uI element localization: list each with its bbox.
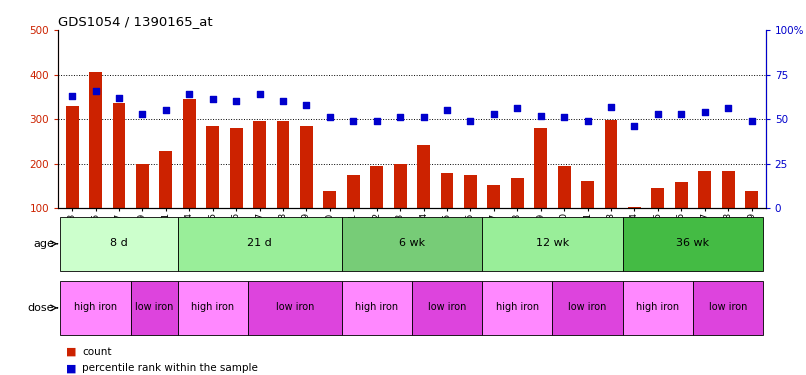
Bar <box>370 166 383 253</box>
Bar <box>534 128 547 253</box>
Bar <box>60 281 131 334</box>
Text: high iron: high iron <box>637 302 679 312</box>
Point <box>746 118 758 124</box>
Text: age: age <box>33 239 54 249</box>
Point <box>464 118 477 124</box>
Text: ■: ■ <box>66 347 77 357</box>
Point <box>230 98 243 104</box>
Bar <box>721 171 734 253</box>
Bar <box>113 104 126 253</box>
Text: high iron: high iron <box>496 302 539 312</box>
Bar <box>276 121 289 253</box>
Bar <box>651 188 664 253</box>
Point <box>323 114 336 120</box>
Text: 8 d: 8 d <box>110 237 128 248</box>
Bar <box>581 182 594 253</box>
Bar <box>482 281 552 334</box>
Point <box>511 105 524 111</box>
Point <box>721 105 734 111</box>
Bar <box>347 175 359 253</box>
Bar <box>628 207 641 253</box>
Bar <box>698 171 711 253</box>
Bar <box>206 126 219 253</box>
Text: high iron: high iron <box>74 302 117 312</box>
Bar <box>623 281 693 334</box>
Bar <box>183 99 196 253</box>
Point <box>160 107 172 113</box>
Bar <box>441 172 454 253</box>
Bar <box>746 191 758 253</box>
Point <box>253 91 266 97</box>
Point <box>488 111 501 117</box>
Text: dose: dose <box>27 303 54 313</box>
Text: 36 wk: 36 wk <box>676 237 709 248</box>
Bar <box>160 151 172 253</box>
Point <box>675 111 688 117</box>
Point <box>113 95 126 101</box>
Point <box>418 114 430 120</box>
Text: low iron: low iron <box>135 302 173 312</box>
Bar <box>136 165 149 253</box>
Text: high iron: high iron <box>191 302 235 312</box>
Text: GDS1054 / 1390165_at: GDS1054 / 1390165_at <box>58 15 213 28</box>
Bar <box>675 182 688 253</box>
Point <box>370 118 383 124</box>
Bar <box>482 217 623 271</box>
Point <box>347 118 359 124</box>
Point <box>300 102 313 108</box>
Point <box>651 111 664 117</box>
Bar <box>247 281 342 334</box>
Text: 6 wk: 6 wk <box>399 237 425 248</box>
Text: percentile rank within the sample: percentile rank within the sample <box>82 363 258 373</box>
Text: ■: ■ <box>66 363 77 373</box>
Point <box>698 109 711 115</box>
Bar <box>323 191 336 253</box>
Point <box>534 112 547 118</box>
Bar <box>604 120 617 253</box>
Bar <box>60 217 177 271</box>
Bar <box>342 217 482 271</box>
Point <box>581 118 594 124</box>
Point <box>183 91 196 97</box>
Bar <box>488 185 501 253</box>
Bar <box>693 281 763 334</box>
Bar <box>342 281 412 334</box>
Point <box>276 98 289 104</box>
Point <box>65 93 78 99</box>
Bar <box>177 217 342 271</box>
Bar <box>558 166 571 253</box>
Point <box>393 114 406 120</box>
Bar <box>300 126 313 253</box>
Point <box>136 111 149 117</box>
Bar <box>418 145 430 253</box>
Text: 12 wk: 12 wk <box>536 237 569 248</box>
Point <box>558 114 571 120</box>
Bar <box>177 281 247 334</box>
Bar <box>230 128 243 253</box>
Point <box>89 88 102 94</box>
Text: low iron: low iron <box>428 302 466 312</box>
Point <box>441 107 454 113</box>
Text: high iron: high iron <box>355 302 398 312</box>
Point <box>628 123 641 129</box>
Text: low iron: low iron <box>568 302 607 312</box>
Bar <box>412 281 482 334</box>
Text: low iron: low iron <box>709 302 747 312</box>
Bar <box>393 164 406 253</box>
Bar <box>253 121 266 253</box>
Bar <box>623 217 763 271</box>
Text: count: count <box>82 347 112 357</box>
Point <box>604 104 617 110</box>
Bar <box>464 175 477 253</box>
Bar <box>65 106 78 253</box>
Bar <box>552 281 623 334</box>
Text: 21 d: 21 d <box>247 237 272 248</box>
Bar <box>89 72 102 253</box>
Text: low iron: low iron <box>276 302 314 312</box>
Bar <box>511 178 524 253</box>
Point <box>206 96 219 102</box>
Bar <box>131 281 177 334</box>
